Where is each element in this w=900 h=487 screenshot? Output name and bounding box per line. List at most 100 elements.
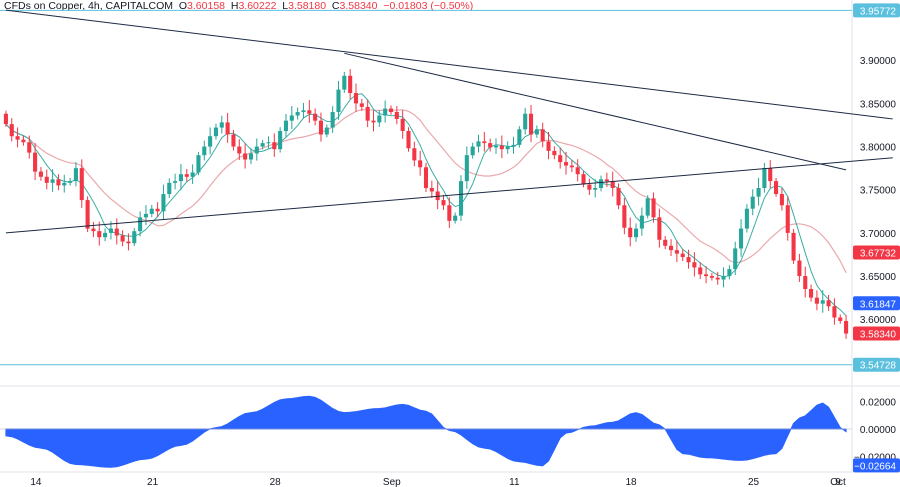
candle-body <box>797 260 802 277</box>
candle-body <box>184 174 189 177</box>
candle-body <box>628 227 633 238</box>
y-tick-label: 3.60000 <box>860 315 897 326</box>
candle-body <box>709 276 714 278</box>
candle-body <box>190 172 195 177</box>
candle-body <box>511 144 516 147</box>
trendline-upper-descending <box>5 9 893 120</box>
candle-body <box>674 250 679 254</box>
candle-body <box>814 297 819 304</box>
open-value: 3.60158 <box>187 0 226 12</box>
price-badge <box>853 3 900 18</box>
candle-body <box>645 198 650 216</box>
x-tick-label: 25 <box>748 477 760 487</box>
candle-body <box>318 120 324 135</box>
candle-body <box>56 179 61 186</box>
candle-body <box>558 155 563 163</box>
candle-body <box>727 269 732 277</box>
candle-body <box>307 110 312 114</box>
x-tick-label: 28 <box>270 477 282 487</box>
y-tick-label: 3.65000 <box>860 272 897 283</box>
candle-body <box>400 118 405 132</box>
candle-body <box>213 127 219 137</box>
candle-body <box>138 217 143 232</box>
candle-body <box>231 134 236 147</box>
high-label: H <box>230 0 239 12</box>
x-tick-label: 11 <box>509 477 520 487</box>
candle-body <box>97 231 102 238</box>
price-badge-label: 3.58340 <box>860 330 897 341</box>
candle-body <box>114 228 119 236</box>
price-badge-label: 3.95772 <box>860 6 897 17</box>
candle-body <box>774 181 779 195</box>
candle-body <box>365 106 370 121</box>
price-badge <box>853 357 900 372</box>
candle-body <box>342 75 347 90</box>
candle-body <box>143 213 148 218</box>
candle-body <box>15 136 20 140</box>
candle-body <box>91 228 96 232</box>
candle-body <box>698 267 703 275</box>
price-badge <box>853 296 900 311</box>
candle-body <box>546 141 551 151</box>
x-tick-label: Oct <box>830 477 846 487</box>
x-tick-label: 18 <box>625 477 637 487</box>
candle-body <box>178 174 183 182</box>
candle-body <box>9 124 14 137</box>
candle-body <box>739 228 744 249</box>
candle-body <box>278 131 283 150</box>
candle-body <box>85 200 90 229</box>
candle-body <box>219 122 224 128</box>
candle-body <box>50 179 55 183</box>
y-tick-label: 3.85000 <box>860 99 897 110</box>
candle-body <box>394 112 399 119</box>
candle-body <box>464 155 469 182</box>
candle-body <box>704 274 709 277</box>
candle-body <box>266 142 271 144</box>
candle-body <box>458 181 464 216</box>
y-tick-label: 3.70000 <box>860 229 897 240</box>
candle-body <box>336 89 341 113</box>
candle-body <box>208 136 213 147</box>
candle-body <box>33 152 38 172</box>
open-label: O <box>178 0 188 12</box>
oscillator-badge <box>853 458 900 473</box>
candle-body <box>243 153 248 160</box>
candle-body <box>622 205 627 228</box>
x-tick-label: 14 <box>30 477 42 487</box>
candle-body <box>470 146 475 156</box>
candle-body <box>768 168 773 182</box>
candle-body <box>388 108 394 113</box>
candle-body <box>377 115 382 123</box>
change-value: −0.01803 (−0.50%) <box>383 0 474 12</box>
candle-body <box>330 112 335 128</box>
x-tick-label: Sep <box>383 477 401 487</box>
candle-body <box>260 143 265 147</box>
candle-body <box>3 113 8 125</box>
candle-body <box>435 191 440 201</box>
price-badge <box>853 326 900 341</box>
price-badge-label: 3.61847 <box>860 299 897 310</box>
candle-body <box>569 165 574 168</box>
candle-body <box>359 103 364 107</box>
candle-body <box>517 129 522 145</box>
candle-body <box>563 162 569 166</box>
candle-body <box>844 320 849 334</box>
candle-body <box>248 153 254 160</box>
candle-body <box>721 276 726 280</box>
candle-body <box>587 184 592 190</box>
candle-body <box>610 181 615 188</box>
candle-body <box>313 113 318 121</box>
candle-body <box>505 146 510 150</box>
candle-body <box>598 179 604 188</box>
candle-body <box>604 179 609 182</box>
candle-body <box>324 127 329 135</box>
candle-body <box>126 241 131 244</box>
candle-body <box>657 217 662 240</box>
candle-body <box>633 228 639 238</box>
candle-body <box>493 145 499 148</box>
candle-body <box>429 188 434 192</box>
candle-body <box>173 181 178 183</box>
candle-body <box>283 120 289 132</box>
oscillator-area <box>5 395 847 468</box>
